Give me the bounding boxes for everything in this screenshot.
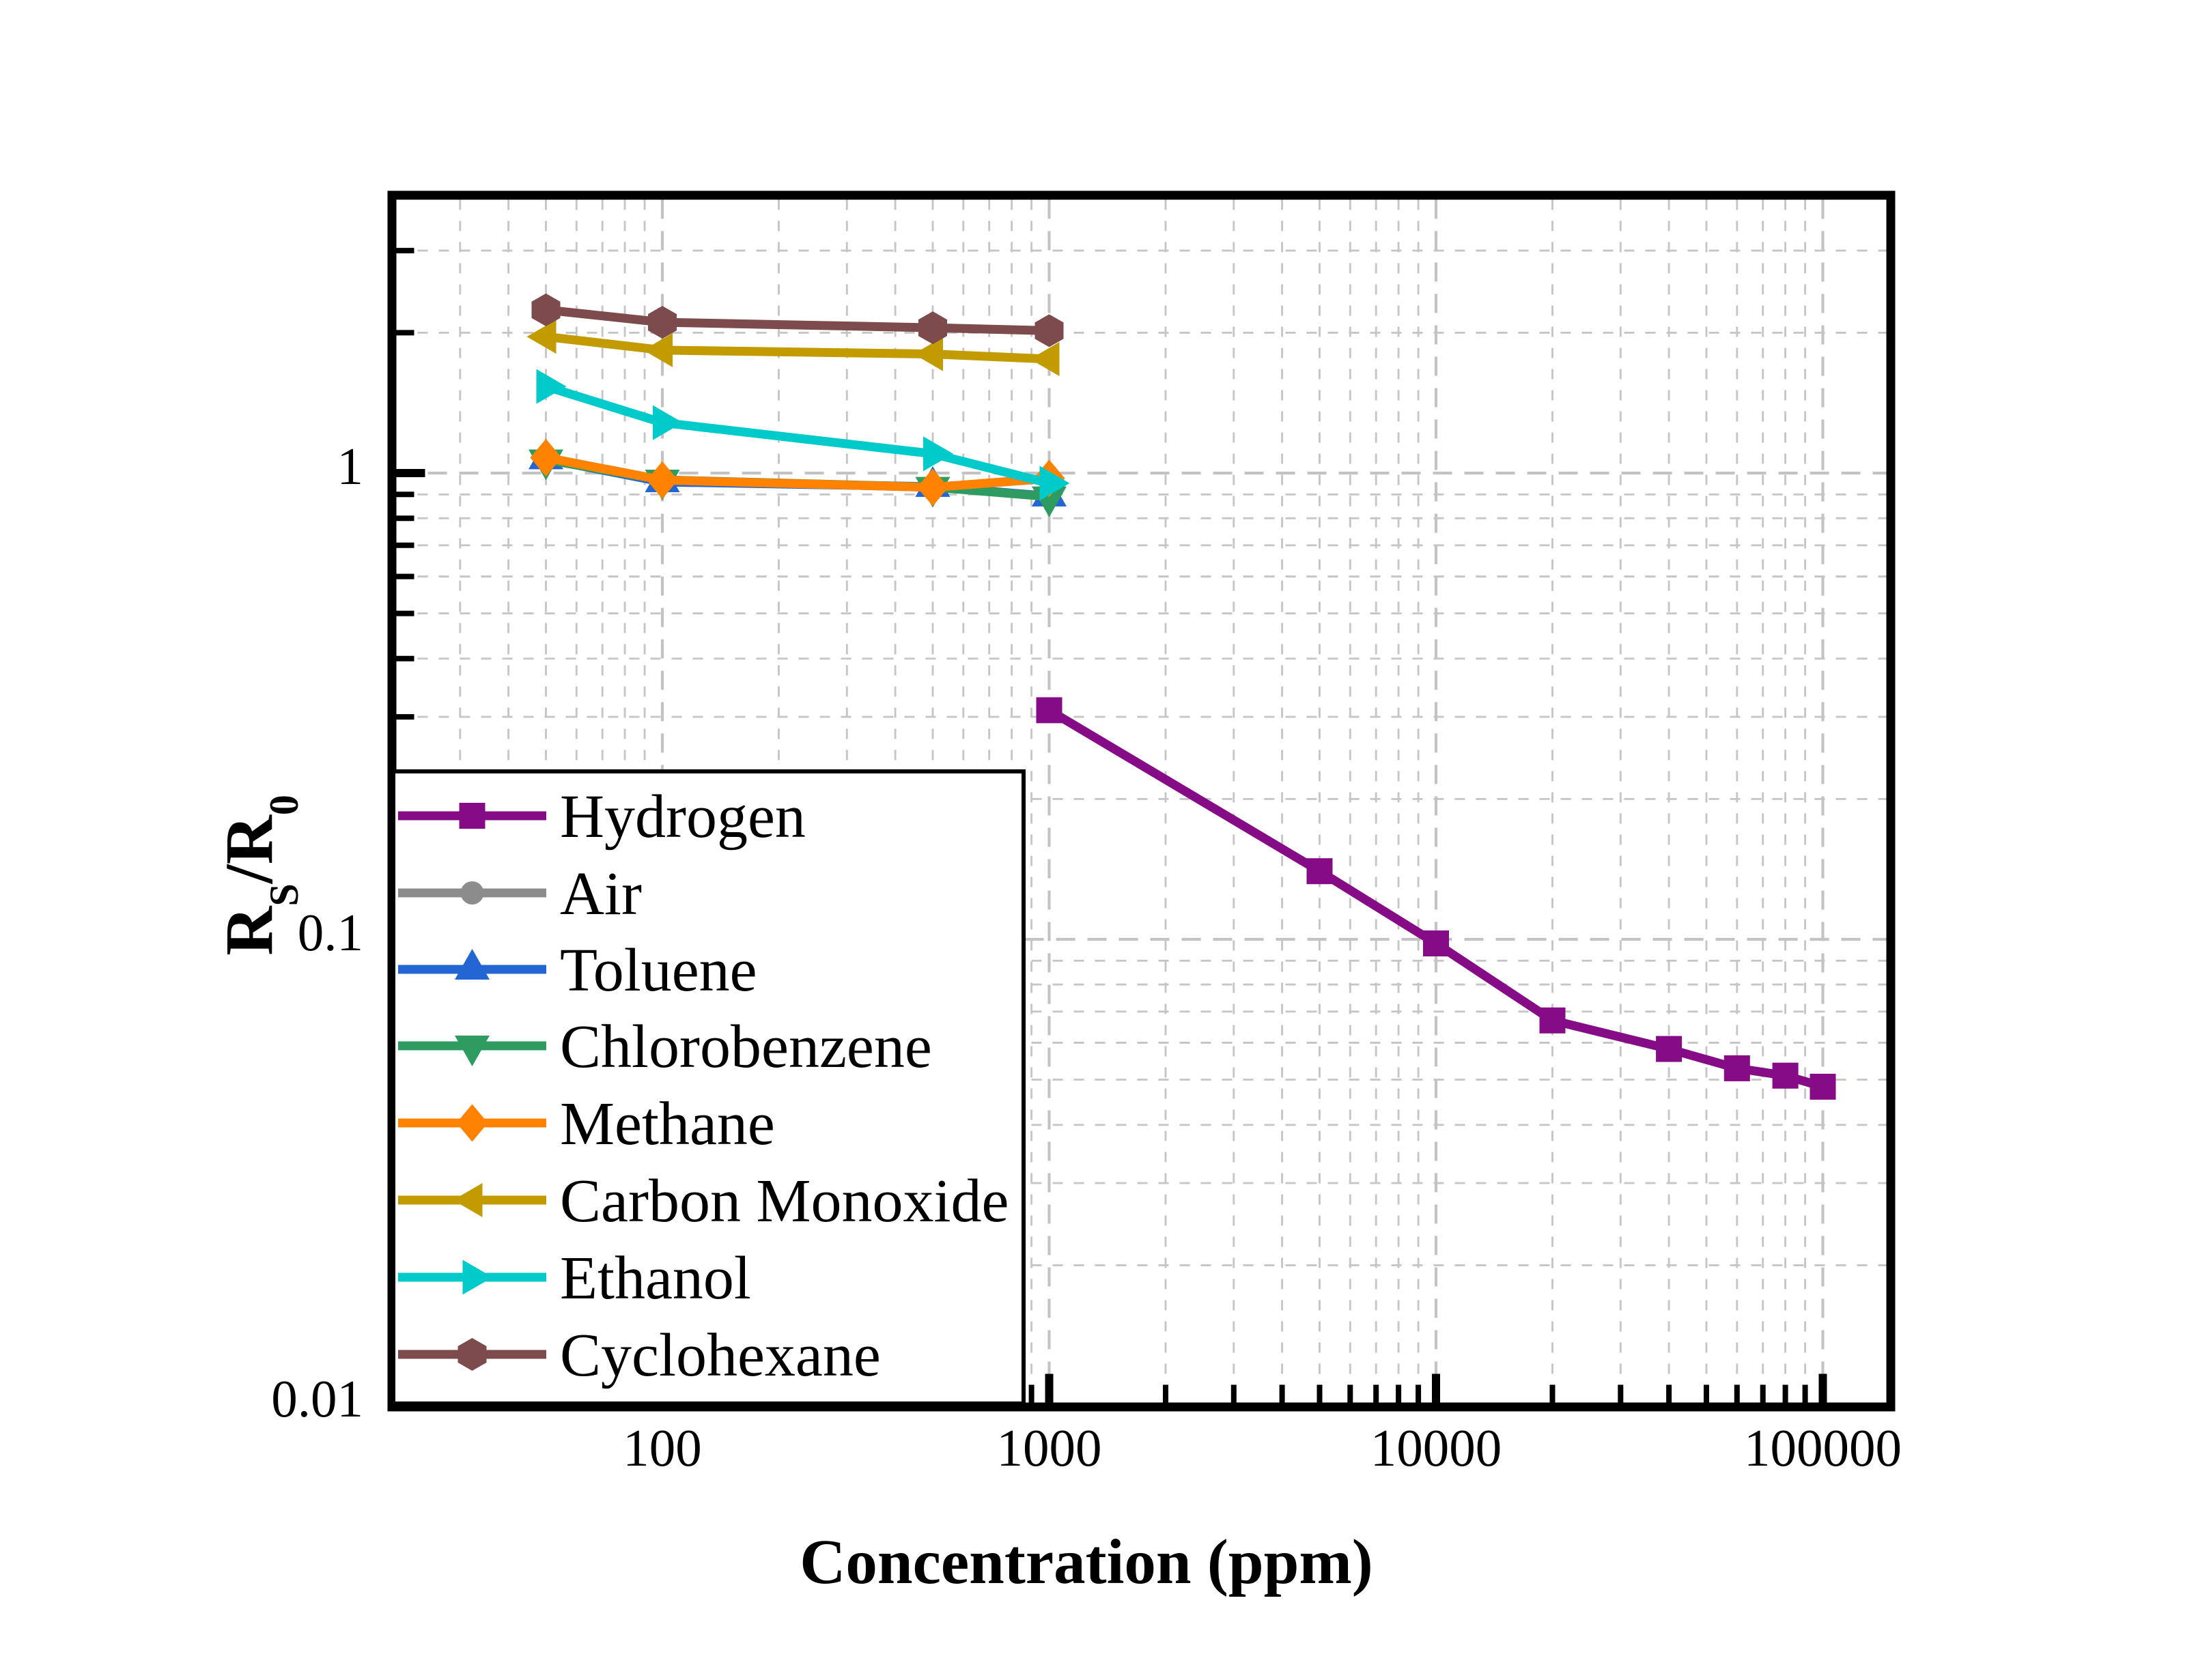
svg-text:0.1: 0.1 bbox=[298, 903, 363, 962]
svg-text:Carbon Monoxide: Carbon Monoxide bbox=[560, 1167, 1009, 1235]
svg-text:0.01: 0.01 bbox=[271, 1369, 363, 1428]
svg-text:Chlorobenzene: Chlorobenzene bbox=[560, 1013, 932, 1081]
svg-text:Concentration (ppm): Concentration (ppm) bbox=[800, 1527, 1373, 1597]
svg-text:100000: 100000 bbox=[1744, 1419, 1902, 1477]
svg-text:1: 1 bbox=[337, 437, 364, 496]
svg-text:Toluene: Toluene bbox=[560, 937, 757, 1004]
svg-text:10000: 10000 bbox=[1370, 1419, 1502, 1477]
svg-text:1000: 1000 bbox=[997, 1419, 1102, 1477]
svg-text:100: 100 bbox=[623, 1419, 702, 1477]
svg-text:Cyclohexane: Cyclohexane bbox=[560, 1322, 881, 1389]
svg-text:Ethanol: Ethanol bbox=[560, 1244, 751, 1312]
svg-text:Air: Air bbox=[560, 860, 642, 928]
svg-text:Methane: Methane bbox=[560, 1090, 775, 1158]
svg-text:Hydrogen: Hydrogen bbox=[560, 783, 806, 851]
